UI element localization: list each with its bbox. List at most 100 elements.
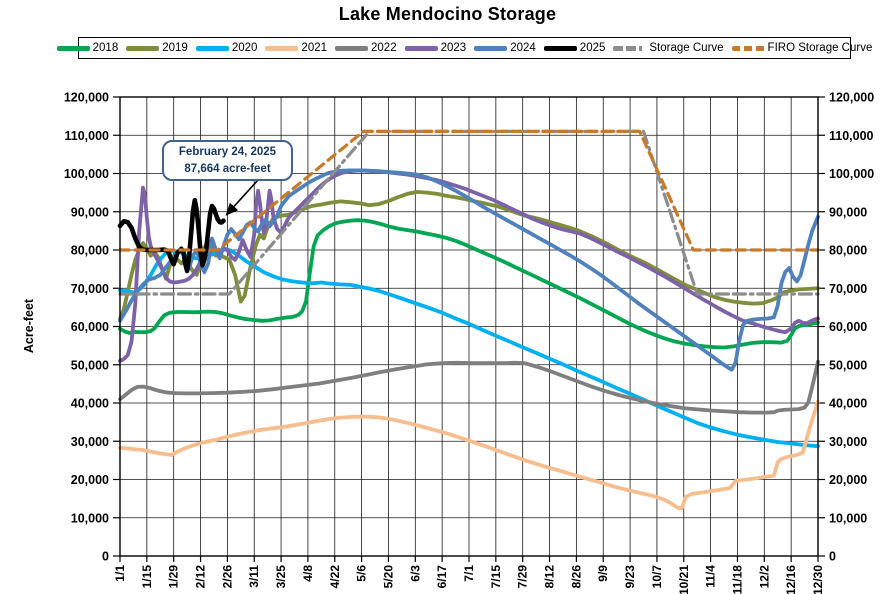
svg-text:1/15: 1/15: [140, 565, 154, 589]
svg-text:10,000: 10,000: [71, 511, 109, 525]
svg-text:1/1: 1/1: [113, 565, 127, 582]
svg-text:90,000: 90,000: [829, 205, 867, 219]
svg-text:120,000: 120,000: [64, 91, 109, 105]
legend-label: 2024: [510, 42, 536, 54]
legend-swatch: [335, 45, 369, 51]
series-firo-storage-curve: [118, 129, 820, 252]
legend-label: Storage Curve: [649, 42, 724, 54]
svg-text:10,000: 10,000: [829, 511, 867, 525]
svg-text:100,000: 100,000: [829, 167, 874, 181]
svg-text:50,000: 50,000: [829, 358, 867, 372]
svg-text:90,000: 90,000: [71, 205, 109, 219]
svg-text:10/7: 10/7: [650, 565, 664, 589]
legend-swatch: [474, 45, 508, 51]
legend-label: 2022: [371, 42, 397, 54]
legend-swatch: [543, 45, 577, 51]
legend: 2018 2019 2020 2021 2022 2023 2024 2025 Storage …: [56, 37, 872, 59]
svg-text:4/22: 4/22: [328, 565, 342, 589]
legend-label: 2018: [92, 42, 119, 54]
plot-frame: [119, 96, 819, 557]
y-axis-tick-labels: 0 0 10,000 10,000 20,000 20,000 30,000 30,000 40…: [64, 91, 874, 564]
legend-item-2024: 2024: [474, 42, 536, 54]
legend-swatch: [404, 45, 438, 51]
svg-text:9/9: 9/9: [596, 565, 610, 582]
svg-text:0: 0: [829, 550, 836, 564]
legend-item-2022: 2022: [335, 42, 397, 54]
svg-text:20,000: 20,000: [71, 473, 109, 487]
svg-text:110,000: 110,000: [829, 129, 874, 143]
legend-item-2025: 2025: [543, 42, 606, 54]
legend-swatch: [613, 45, 647, 51]
svg-text:5/20: 5/20: [381, 565, 395, 589]
legend-label: 2019: [162, 42, 188, 54]
series-2018: [118, 218, 820, 350]
legend-item-2021: 2021: [265, 42, 327, 54]
svg-text:110,000: 110,000: [65, 129, 110, 143]
annotation-arrow: [225, 179, 259, 216]
svg-text:40,000: 40,000: [71, 397, 109, 411]
svg-text:8/26: 8/26: [569, 565, 583, 589]
svg-text:70,000: 70,000: [829, 282, 867, 296]
x-axis-tick-labels: 1/1 1/15 1/29 2/12 2/26 3/11 3/25 4/8 4/22 5/6 5/2…: [113, 565, 825, 594]
annotation-box: February 24, 2025 87,664 acre-feet: [162, 140, 293, 181]
svg-text:50,000: 50,000: [71, 358, 109, 372]
svg-text:11/4: 11/4: [704, 565, 718, 588]
svg-text:6/17: 6/17: [435, 565, 449, 589]
legend-swatch: [126, 45, 160, 51]
svg-text:20,000: 20,000: [829, 473, 867, 487]
svg-text:120,000: 120,000: [829, 91, 874, 105]
legend-item-2018: 2018: [56, 42, 119, 54]
svg-text:60,000: 60,000: [71, 320, 109, 334]
svg-text:30,000: 30,000: [71, 435, 109, 449]
legend-label: 2023: [440, 42, 467, 54]
series-2024: [118, 168, 820, 372]
svg-text:7/29: 7/29: [516, 565, 530, 589]
svg-text:0: 0: [102, 550, 109, 564]
legend-item-storage-curve: Storage Curve: [613, 42, 724, 54]
svg-text:6/3: 6/3: [408, 565, 422, 582]
svg-text:80,000: 80,000: [829, 244, 867, 258]
annotation-date: February 24, 2025: [178, 145, 277, 158]
svg-text:2/12: 2/12: [194, 565, 208, 589]
svg-text:100,000: 100,000: [64, 167, 109, 181]
svg-text:9/23: 9/23: [623, 565, 637, 589]
svg-text:30,000: 30,000: [829, 435, 867, 449]
tick-marks: [113, 96, 825, 562]
svg-text:10/21: 10/21: [677, 565, 691, 594]
svg-text:70,000: 70,000: [71, 282, 109, 296]
svg-text:12/2: 12/2: [757, 565, 771, 589]
legend-swatch: [56, 45, 90, 51]
legend-label: 2021: [301, 42, 328, 54]
svg-text:4/8: 4/8: [301, 565, 315, 582]
legend-swatch: [265, 45, 299, 51]
series-2019: [118, 189, 820, 321]
svg-text:40,000: 40,000: [829, 397, 867, 411]
annotation-value: 87,664 acre-feet: [184, 162, 271, 175]
svg-text:60,000: 60,000: [829, 320, 867, 334]
svg-text:7/1: 7/1: [462, 565, 476, 582]
legend-item-2023: 2023: [404, 42, 467, 54]
legend-label: 2025: [579, 42, 606, 54]
svg-text:2/26: 2/26: [220, 565, 234, 589]
svg-text:5/6: 5/6: [355, 565, 369, 582]
legend-label: FIRO Storage Curve: [767, 42, 873, 54]
svg-text:12/30: 12/30: [811, 565, 825, 594]
legend-label: 2020: [231, 42, 258, 54]
series-2022: [118, 359, 820, 415]
series-2021: [118, 399, 820, 511]
svg-text:12/16: 12/16: [784, 565, 798, 594]
legend-swatch: [195, 45, 229, 51]
svg-text:80,000: 80,000: [71, 244, 109, 258]
legend-item-firo-storage-curve: FIRO Storage Curve: [731, 42, 873, 54]
legend-swatch: [731, 45, 765, 51]
svg-text:11/18: 11/18: [730, 565, 744, 594]
page-title: Lake Mendocino Storage: [338, 4, 557, 24]
y-axis-label: Acre-feet: [22, 298, 36, 353]
legend-item-2020: 2020: [195, 42, 258, 54]
svg-text:8/12: 8/12: [543, 565, 557, 589]
svg-text:7/15: 7/15: [489, 565, 503, 589]
svg-text:1/29: 1/29: [167, 565, 181, 589]
svg-text:3/11: 3/11: [247, 565, 261, 588]
